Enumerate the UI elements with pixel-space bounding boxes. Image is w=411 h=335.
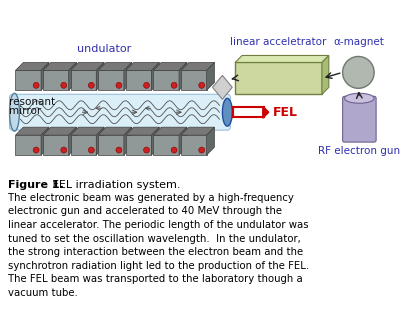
Ellipse shape	[343, 57, 374, 88]
Polygon shape	[43, 135, 69, 155]
FancyBboxPatch shape	[9, 94, 230, 130]
Polygon shape	[43, 127, 76, 135]
Polygon shape	[181, 70, 207, 90]
Polygon shape	[207, 62, 215, 90]
Polygon shape	[212, 75, 232, 99]
Circle shape	[61, 147, 67, 153]
Circle shape	[116, 147, 122, 153]
Polygon shape	[124, 127, 132, 155]
Ellipse shape	[9, 93, 19, 131]
Circle shape	[116, 82, 122, 88]
Polygon shape	[181, 135, 207, 155]
Polygon shape	[98, 135, 124, 155]
Polygon shape	[153, 70, 179, 90]
Polygon shape	[153, 62, 187, 70]
Polygon shape	[181, 62, 215, 70]
Polygon shape	[151, 127, 159, 155]
Polygon shape	[181, 127, 215, 135]
Polygon shape	[41, 62, 49, 90]
Polygon shape	[126, 127, 159, 135]
Text: α-magnet: α-magnet	[333, 37, 384, 47]
Circle shape	[61, 82, 67, 88]
Polygon shape	[71, 135, 96, 155]
Polygon shape	[16, 135, 41, 155]
Text: FEL: FEL	[272, 106, 298, 119]
Circle shape	[171, 147, 177, 153]
FancyBboxPatch shape	[343, 96, 376, 142]
Polygon shape	[322, 56, 329, 94]
Polygon shape	[126, 62, 159, 70]
Polygon shape	[41, 127, 49, 155]
Text: resonant: resonant	[9, 97, 55, 107]
Text: undulator: undulator	[77, 45, 131, 55]
Polygon shape	[124, 62, 132, 90]
Polygon shape	[179, 127, 187, 155]
Polygon shape	[98, 70, 124, 90]
Polygon shape	[16, 62, 49, 70]
Circle shape	[199, 82, 205, 88]
Polygon shape	[153, 135, 179, 155]
Polygon shape	[126, 70, 151, 90]
Text: FEL irradiation system.: FEL irradiation system.	[49, 180, 180, 190]
Ellipse shape	[222, 98, 232, 126]
Ellipse shape	[344, 93, 374, 103]
Polygon shape	[71, 62, 104, 70]
Text: Figure 1.: Figure 1.	[7, 180, 63, 190]
Polygon shape	[96, 62, 104, 90]
Circle shape	[199, 147, 205, 153]
Circle shape	[33, 147, 39, 153]
Polygon shape	[43, 70, 69, 90]
Polygon shape	[151, 62, 159, 90]
Polygon shape	[69, 127, 76, 155]
Polygon shape	[43, 62, 76, 70]
Polygon shape	[71, 127, 104, 135]
Polygon shape	[98, 62, 132, 70]
Polygon shape	[153, 127, 187, 135]
Polygon shape	[98, 127, 132, 135]
Polygon shape	[96, 127, 104, 155]
Polygon shape	[126, 135, 151, 155]
Polygon shape	[263, 106, 269, 118]
Circle shape	[88, 82, 94, 88]
Polygon shape	[16, 70, 41, 90]
Polygon shape	[235, 56, 329, 62]
Text: The electronic beam was generated by a high-frequency
electronic gun and acceler: The electronic beam was generated by a h…	[7, 193, 309, 298]
Circle shape	[143, 147, 150, 153]
Text: mirror: mirror	[9, 106, 41, 116]
Circle shape	[143, 82, 150, 88]
Polygon shape	[207, 127, 215, 155]
Circle shape	[171, 82, 177, 88]
Circle shape	[33, 82, 39, 88]
Text: RF electron gun: RF electron gun	[318, 146, 400, 156]
Circle shape	[88, 147, 94, 153]
FancyBboxPatch shape	[235, 62, 322, 94]
Polygon shape	[71, 70, 96, 90]
Polygon shape	[179, 62, 187, 90]
Polygon shape	[69, 62, 76, 90]
Text: linear acceletrator: linear acceletrator	[231, 37, 327, 47]
Polygon shape	[16, 127, 49, 135]
